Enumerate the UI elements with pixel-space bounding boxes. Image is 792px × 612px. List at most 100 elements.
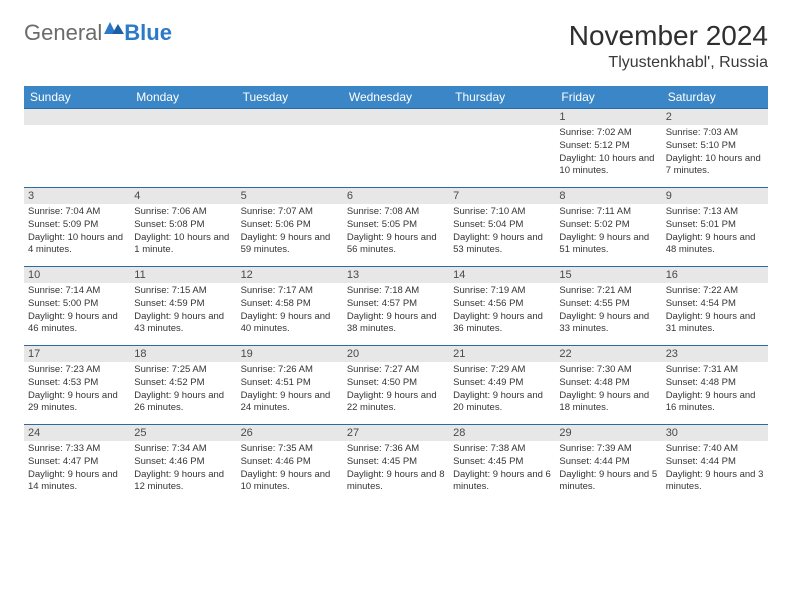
sunset-text: Sunset: 4:44 PM bbox=[559, 456, 657, 469]
day-body: Sunrise: 7:39 AMSunset: 4:44 PMDaylight:… bbox=[555, 441, 661, 503]
day-number bbox=[449, 109, 555, 125]
day-body: Sunrise: 7:35 AMSunset: 4:46 PMDaylight:… bbox=[237, 441, 343, 503]
day-body: Sunrise: 7:36 AMSunset: 4:45 PMDaylight:… bbox=[343, 441, 449, 503]
logo-text-blue: Blue bbox=[124, 20, 172, 46]
sunrise-text: Sunrise: 7:02 AM bbox=[559, 127, 657, 140]
sunset-text: Sunset: 4:46 PM bbox=[241, 456, 339, 469]
day-number: 17 bbox=[24, 346, 130, 362]
day-number bbox=[130, 109, 236, 125]
sunrise-text: Sunrise: 7:18 AM bbox=[347, 285, 445, 298]
day-number: 16 bbox=[662, 267, 768, 283]
sunset-text: Sunset: 4:48 PM bbox=[666, 377, 764, 390]
dow-sunday: Sunday bbox=[24, 86, 130, 109]
sunrise-text: Sunrise: 7:21 AM bbox=[559, 285, 657, 298]
sunset-text: Sunset: 5:02 PM bbox=[559, 219, 657, 232]
sunset-text: Sunset: 4:49 PM bbox=[453, 377, 551, 390]
month-title: November 2024 bbox=[569, 20, 768, 52]
day-number: 1 bbox=[555, 109, 661, 125]
daylight-text: Daylight: 9 hours and 36 minutes. bbox=[453, 311, 551, 337]
sunset-text: Sunset: 4:50 PM bbox=[347, 377, 445, 390]
day-cell bbox=[449, 109, 555, 188]
day-number: 28 bbox=[449, 425, 555, 441]
sunrise-text: Sunrise: 7:39 AM bbox=[559, 443, 657, 456]
day-body: Sunrise: 7:40 AMSunset: 4:44 PMDaylight:… bbox=[662, 441, 768, 503]
dow-tuesday: Tuesday bbox=[237, 86, 343, 109]
day-number: 26 bbox=[237, 425, 343, 441]
day-body: Sunrise: 7:33 AMSunset: 4:47 PMDaylight:… bbox=[24, 441, 130, 503]
week-row: 24Sunrise: 7:33 AMSunset: 4:47 PMDayligh… bbox=[24, 425, 768, 504]
daylight-text: Daylight: 9 hours and 22 minutes. bbox=[347, 390, 445, 416]
day-body bbox=[130, 125, 236, 187]
day-number: 10 bbox=[24, 267, 130, 283]
daylight-text: Daylight: 9 hours and 20 minutes. bbox=[453, 390, 551, 416]
sunrise-text: Sunrise: 7:08 AM bbox=[347, 206, 445, 219]
sunset-text: Sunset: 5:05 PM bbox=[347, 219, 445, 232]
day-cell: 5Sunrise: 7:07 AMSunset: 5:06 PMDaylight… bbox=[237, 188, 343, 267]
sunset-text: Sunset: 5:10 PM bbox=[666, 140, 764, 153]
day-cell bbox=[343, 109, 449, 188]
sunrise-text: Sunrise: 7:25 AM bbox=[134, 364, 232, 377]
day-number: 6 bbox=[343, 188, 449, 204]
sunset-text: Sunset: 5:06 PM bbox=[241, 219, 339, 232]
calendar-page: General Blue November 2024 Tlyustenkhabl… bbox=[0, 0, 792, 523]
day-number: 30 bbox=[662, 425, 768, 441]
day-cell: 16Sunrise: 7:22 AMSunset: 4:54 PMDayligh… bbox=[662, 267, 768, 346]
day-body: Sunrise: 7:11 AMSunset: 5:02 PMDaylight:… bbox=[555, 204, 661, 266]
day-number: 14 bbox=[449, 267, 555, 283]
logo-triangle-icon bbox=[104, 14, 124, 30]
sunrise-text: Sunrise: 7:03 AM bbox=[666, 127, 764, 140]
day-number: 3 bbox=[24, 188, 130, 204]
daylight-text: Daylight: 9 hours and 51 minutes. bbox=[559, 232, 657, 258]
sunset-text: Sunset: 5:04 PM bbox=[453, 219, 551, 232]
day-cell: 18Sunrise: 7:25 AMSunset: 4:52 PMDayligh… bbox=[130, 346, 236, 425]
sunrise-text: Sunrise: 7:13 AM bbox=[666, 206, 764, 219]
day-body: Sunrise: 7:18 AMSunset: 4:57 PMDaylight:… bbox=[343, 283, 449, 345]
day-number: 25 bbox=[130, 425, 236, 441]
sunrise-text: Sunrise: 7:04 AM bbox=[28, 206, 126, 219]
day-body: Sunrise: 7:07 AMSunset: 5:06 PMDaylight:… bbox=[237, 204, 343, 266]
day-number: 9 bbox=[662, 188, 768, 204]
sunset-text: Sunset: 4:47 PM bbox=[28, 456, 126, 469]
week-row: 1Sunrise: 7:02 AMSunset: 5:12 PMDaylight… bbox=[24, 109, 768, 188]
day-cell: 3Sunrise: 7:04 AMSunset: 5:09 PMDaylight… bbox=[24, 188, 130, 267]
day-number: 19 bbox=[237, 346, 343, 362]
daylight-text: Daylight: 9 hours and 29 minutes. bbox=[28, 390, 126, 416]
day-cell: 14Sunrise: 7:19 AMSunset: 4:56 PMDayligh… bbox=[449, 267, 555, 346]
day-cell: 20Sunrise: 7:27 AMSunset: 4:50 PMDayligh… bbox=[343, 346, 449, 425]
day-body bbox=[24, 125, 130, 187]
day-number: 15 bbox=[555, 267, 661, 283]
day-body: Sunrise: 7:21 AMSunset: 4:55 PMDaylight:… bbox=[555, 283, 661, 345]
sunrise-text: Sunrise: 7:29 AM bbox=[453, 364, 551, 377]
sunrise-text: Sunrise: 7:06 AM bbox=[134, 206, 232, 219]
daylight-text: Daylight: 10 hours and 4 minutes. bbox=[28, 232, 126, 258]
day-cell: 21Sunrise: 7:29 AMSunset: 4:49 PMDayligh… bbox=[449, 346, 555, 425]
logo: General Blue bbox=[24, 20, 172, 46]
sunset-text: Sunset: 4:55 PM bbox=[559, 298, 657, 311]
dow-friday: Friday bbox=[555, 86, 661, 109]
day-cell: 11Sunrise: 7:15 AMSunset: 4:59 PMDayligh… bbox=[130, 267, 236, 346]
day-number: 7 bbox=[449, 188, 555, 204]
day-number bbox=[24, 109, 130, 125]
sunrise-text: Sunrise: 7:22 AM bbox=[666, 285, 764, 298]
daylight-text: Daylight: 9 hours and 26 minutes. bbox=[134, 390, 232, 416]
day-number: 13 bbox=[343, 267, 449, 283]
day-cell: 6Sunrise: 7:08 AMSunset: 5:05 PMDaylight… bbox=[343, 188, 449, 267]
day-cell: 8Sunrise: 7:11 AMSunset: 5:02 PMDaylight… bbox=[555, 188, 661, 267]
day-cell: 23Sunrise: 7:31 AMSunset: 4:48 PMDayligh… bbox=[662, 346, 768, 425]
day-number: 12 bbox=[237, 267, 343, 283]
sunset-text: Sunset: 4:46 PM bbox=[134, 456, 232, 469]
day-cell: 15Sunrise: 7:21 AMSunset: 4:55 PMDayligh… bbox=[555, 267, 661, 346]
day-number: 29 bbox=[555, 425, 661, 441]
week-row: 10Sunrise: 7:14 AMSunset: 5:00 PMDayligh… bbox=[24, 267, 768, 346]
sunset-text: Sunset: 4:59 PM bbox=[134, 298, 232, 311]
daylight-text: Daylight: 9 hours and 43 minutes. bbox=[134, 311, 232, 337]
day-body: Sunrise: 7:22 AMSunset: 4:54 PMDaylight:… bbox=[662, 283, 768, 345]
sunrise-text: Sunrise: 7:11 AM bbox=[559, 206, 657, 219]
dow-thursday: Thursday bbox=[449, 86, 555, 109]
sunset-text: Sunset: 4:51 PM bbox=[241, 377, 339, 390]
day-cell: 13Sunrise: 7:18 AMSunset: 4:57 PMDayligh… bbox=[343, 267, 449, 346]
logo-text-general: General bbox=[24, 20, 102, 46]
day-number: 8 bbox=[555, 188, 661, 204]
day-cell: 17Sunrise: 7:23 AMSunset: 4:53 PMDayligh… bbox=[24, 346, 130, 425]
day-number: 11 bbox=[130, 267, 236, 283]
